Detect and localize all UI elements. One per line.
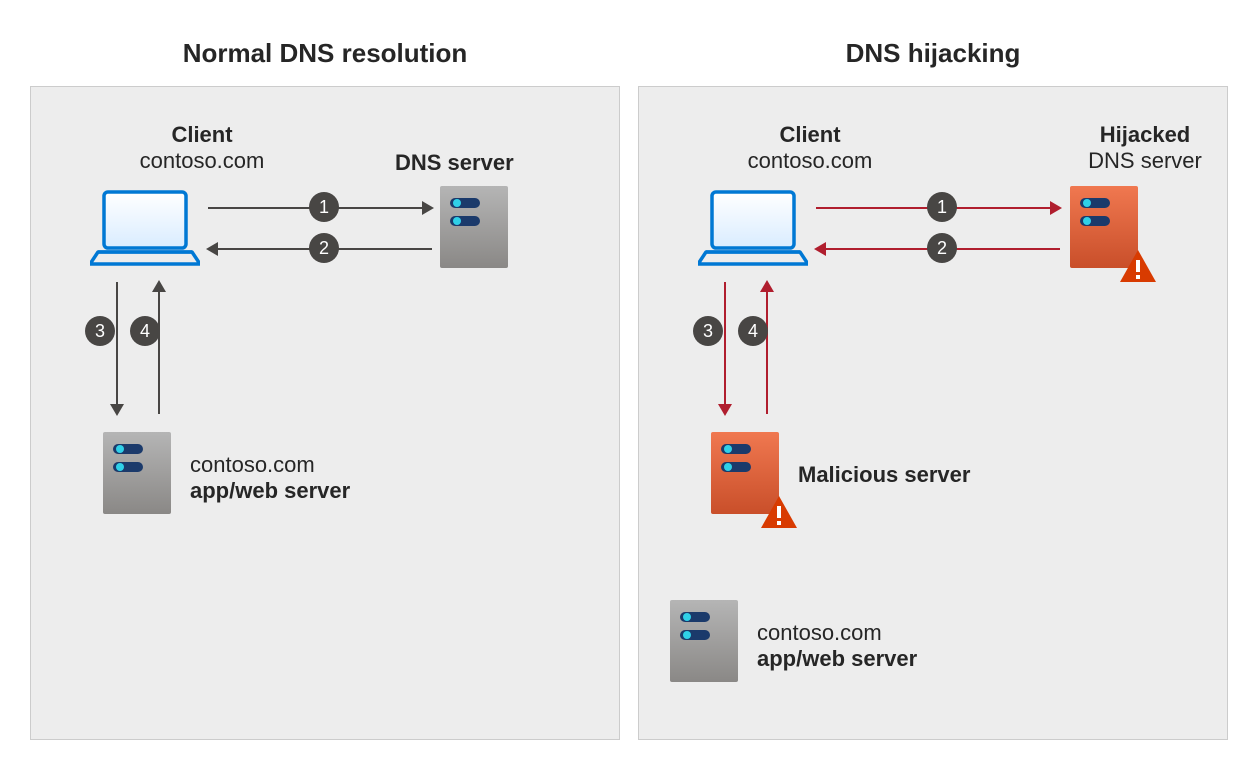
step-badge-3: 3: [693, 316, 723, 346]
laptop-icon: [698, 188, 808, 268]
client-label-bold: Client: [112, 122, 292, 148]
left-client-label: Client contoso.com: [112, 122, 292, 174]
web-server-icon: [670, 600, 738, 682]
right-webserver-label: contoso.com app/web server: [757, 620, 1007, 672]
left-webserver-label: contoso.com app/web server: [190, 452, 440, 504]
arrow-4: [158, 282, 160, 414]
step-badge-2: 2: [927, 233, 957, 263]
client-label-light: contoso.com: [720, 148, 900, 174]
hijacked-label-light: DNS server: [1055, 148, 1235, 174]
step-badge-2: 2: [309, 233, 339, 263]
right-dns-label: Hijacked DNS server: [1055, 122, 1235, 174]
right-client-label: Client contoso.com: [720, 122, 900, 174]
dns-server-icon: [440, 186, 508, 268]
warning-icon: [761, 496, 797, 528]
webserver-label-bold: app/web server: [190, 478, 440, 504]
step-badge-4: 4: [738, 316, 768, 346]
client-label-light: contoso.com: [112, 148, 292, 174]
arrow-3: [116, 282, 118, 414]
step-badge-3: 3: [85, 316, 115, 346]
step-badge-1: 1: [927, 192, 957, 222]
warning-icon: [1120, 250, 1156, 282]
webserver-label-bold: app/web server: [757, 646, 1007, 672]
web-server-icon: [103, 432, 171, 514]
webserver-label-light: contoso.com: [190, 452, 440, 478]
left-dns-label: DNS server: [395, 150, 575, 176]
client-label-bold: Client: [720, 122, 900, 148]
arrow-3-danger: [724, 282, 726, 414]
hijacked-label-bold: Hijacked: [1055, 122, 1235, 148]
left-panel-title: Normal DNS resolution: [30, 38, 620, 69]
step-badge-4: 4: [130, 316, 160, 346]
right-panel-title: DNS hijacking: [638, 38, 1228, 69]
step-badge-1: 1: [309, 192, 339, 222]
malicious-server-label: Malicious server: [798, 462, 1048, 488]
arrow-4-danger: [766, 282, 768, 414]
webserver-label-light: contoso.com: [757, 620, 1007, 646]
laptop-icon: [90, 188, 200, 268]
